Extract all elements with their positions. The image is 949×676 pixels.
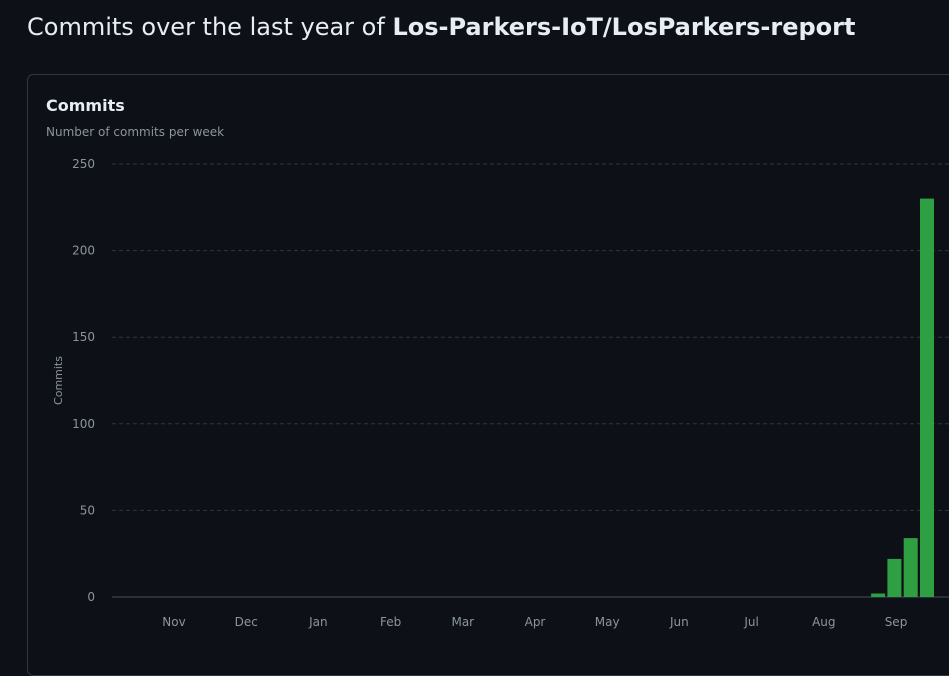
- page-title: Commits over the last year of Los-Parker…: [27, 13, 855, 41]
- chart-title: Commits: [46, 96, 125, 115]
- x-tick-label: Dec: [235, 615, 258, 629]
- commits-bar-chart: 0 50 100 150 200 250 Commits Nov Dec Jan Feb Mar Apr…: [52, 157, 949, 629]
- y-tick-label: 100: [72, 417, 95, 431]
- x-tick-label: Jul: [743, 615, 758, 629]
- x-tick-label: Feb: [380, 615, 401, 629]
- y-axis-title: Commits: [52, 356, 65, 405]
- y-tick-label: 150: [72, 330, 95, 344]
- bar: [903, 538, 918, 597]
- page-title-prefix: Commits over the last year of: [27, 13, 385, 41]
- x-tick-label: Apr: [525, 615, 546, 629]
- y-tick-label: 250: [72, 157, 95, 171]
- x-tick-label: May: [595, 615, 620, 629]
- bar: [887, 558, 902, 597]
- chart-subtitle: Number of commits per week: [46, 125, 225, 139]
- commits-chart-card: Commits Number of commits per week 0 50 10…: [27, 74, 949, 676]
- bar: [871, 593, 886, 597]
- x-tick-label: Nov: [162, 615, 185, 629]
- x-tick-label: Mar: [451, 615, 474, 629]
- y-tick-label: 50: [80, 503, 95, 517]
- y-tick-label: 0: [87, 590, 95, 604]
- bar: [920, 198, 934, 597]
- y-tick-label: 200: [72, 244, 95, 258]
- x-tick-label: Sep: [885, 615, 908, 629]
- x-tick-label: Jan: [308, 615, 328, 629]
- repo-name-link[interactable]: Los-Parkers-IoT/LosParkers-report: [392, 13, 856, 41]
- x-tick-label: Aug: [812, 615, 835, 629]
- x-tick-label: Jun: [669, 615, 689, 629]
